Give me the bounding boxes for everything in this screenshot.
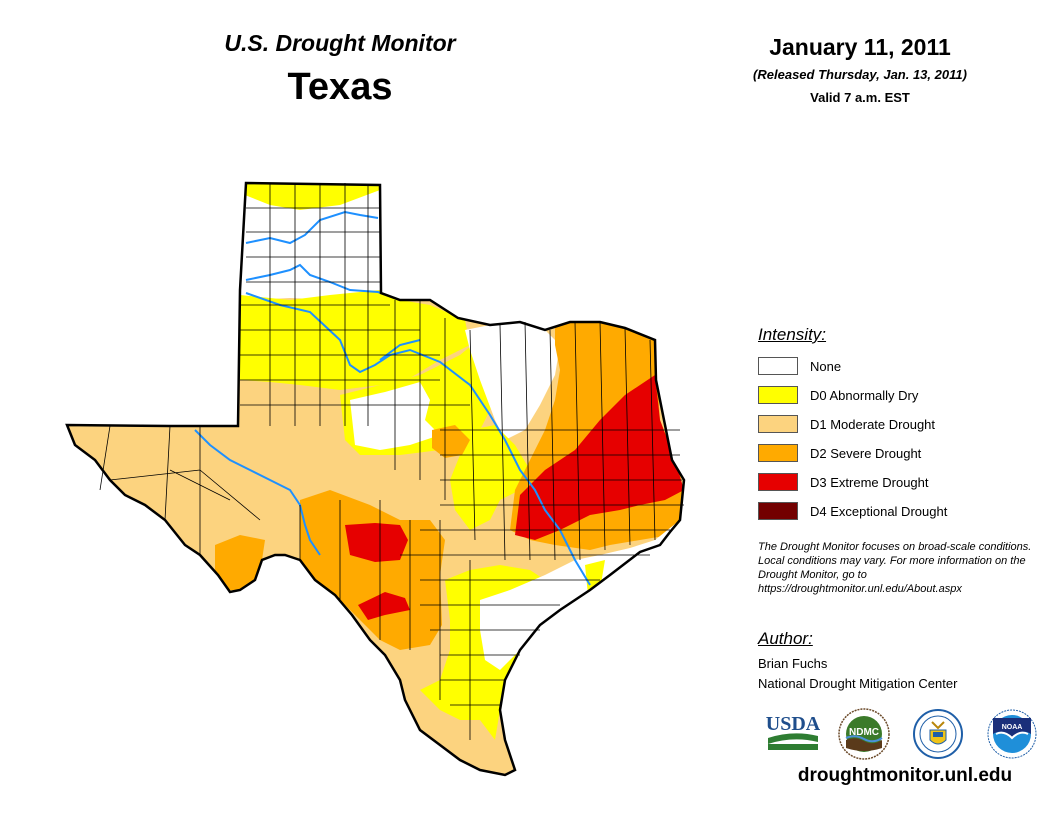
d3-area-east xyxy=(515,375,684,540)
legend-label: D1 Moderate Drought xyxy=(810,416,936,432)
legend-label: D0 Abnormally Dry xyxy=(810,387,919,403)
website-link[interactable]: droughtmonitor.unl.edu xyxy=(797,765,1013,786)
brazos-river xyxy=(245,292,591,586)
d0-area-panhandle xyxy=(240,290,470,390)
legend-label: None xyxy=(810,358,842,374)
state-name: Texas xyxy=(287,66,393,108)
author-heading: Author: xyxy=(758,629,813,648)
valid-time: Valid 7 a.m. EST xyxy=(810,90,910,105)
none-area-northcentral xyxy=(465,322,560,440)
legend-label: D2 Severe Drought xyxy=(810,445,922,461)
map-date: January 11, 2011 xyxy=(769,34,951,60)
noaa-logo-text: NOAA xyxy=(1002,724,1023,731)
legend-item-d4: D4 Exceptional Drought xyxy=(758,501,947,521)
author-organization: National Drought Mitigation Center xyxy=(758,676,958,691)
red-river xyxy=(245,263,401,301)
ndmc-logo-text: NDMC xyxy=(849,727,879,738)
legend-swatch-d0 xyxy=(758,386,798,404)
release-date: (Released Thursday, Jan. 13, 2011) xyxy=(753,67,967,82)
d0-area-coastal xyxy=(585,560,605,595)
legend-label: D4 Exceptional Drought xyxy=(810,503,948,519)
d2-area-bigbend xyxy=(215,535,265,590)
texas-border xyxy=(65,181,686,777)
legend-label: D3 Extreme Drought xyxy=(810,474,929,490)
county-lines xyxy=(99,183,684,740)
noaa-logo: NOAA xyxy=(987,709,1037,759)
usda-logo: USDA xyxy=(766,713,820,750)
ndmc-logo: NDMC xyxy=(838,708,890,760)
d0-area-panhandle-top xyxy=(240,183,390,210)
legend-item-d1: D1 Moderate Drought xyxy=(758,414,935,434)
legend-swatch-d4 xyxy=(758,502,798,520)
legend-item-d3: D3 Extreme Drought xyxy=(758,472,929,492)
legend-swatch-d2 xyxy=(758,444,798,462)
legend-title: Intensity: xyxy=(758,325,827,344)
map-title: U.S. Drought Monitor xyxy=(224,30,456,56)
doc-logo xyxy=(913,709,963,759)
d2-area-central-small xyxy=(432,425,470,458)
d3-area-riogrande xyxy=(358,592,410,620)
legend-swatch-d1 xyxy=(758,415,798,433)
legend-swatch-none xyxy=(758,357,798,375)
disclaimer-note: The Drought Monitor focuses on broad-sca… xyxy=(758,541,1032,595)
usda-logo-text: USDA xyxy=(766,713,820,735)
author-name: Brian Fuchs xyxy=(758,656,828,671)
none-area-coastal xyxy=(480,520,680,670)
d3-area-edwards xyxy=(345,523,408,562)
none-area-panhandle xyxy=(240,183,390,300)
pecos-river xyxy=(194,429,321,556)
legend-item-d0: D0 Abnormally Dry xyxy=(758,385,918,405)
legend-item-none: None xyxy=(758,356,841,376)
rivers xyxy=(194,210,591,586)
legend-item-d2: D2 Severe Drought xyxy=(758,443,921,463)
canadian-river xyxy=(245,210,379,245)
legend-swatch-d3 xyxy=(758,473,798,491)
texas-drought-map xyxy=(65,181,686,777)
